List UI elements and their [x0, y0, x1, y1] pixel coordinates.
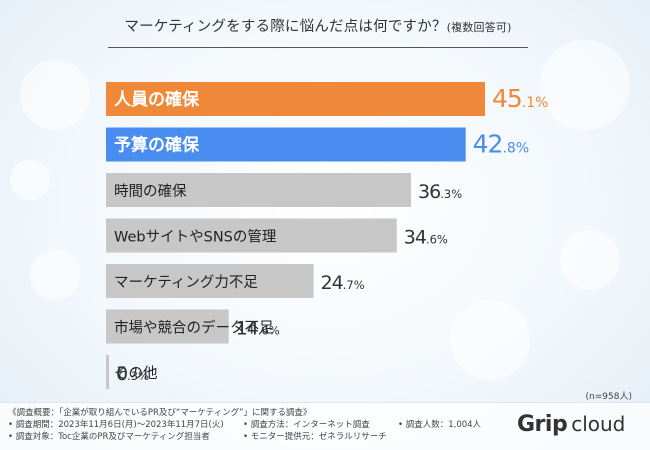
bar-4: [106, 264, 314, 298]
bar-0: [106, 82, 485, 116]
bar-label-2: 時間の確保: [114, 183, 187, 200]
grip-cloud-logo: Grip cloud: [517, 412, 625, 440]
bar-chart: 人員の確保 45.1%予算の確保 42.8%時間の確保 36.3%WebサイトやSNS…: [106, 82, 548, 389]
value-int-4: 24: [321, 272, 344, 294]
bar-1: [106, 127, 466, 162]
bar-label-1: 予算の確保: [114, 135, 200, 156]
value-int-5: 14: [236, 318, 259, 340]
chart-title-note: (複数回答可): [446, 21, 512, 34]
value-label-5: 14.6%: [236, 318, 280, 340]
value-int-6: 0: [116, 363, 127, 385]
value-label-1: 42.8%: [473, 130, 529, 159]
survey-overview: 《調査概要：「企業が取り組んでいるPR及び“マーケティング”」に関する調査》: [8, 408, 312, 418]
bar-label-5: 市場や競合のデータ不足: [114, 319, 274, 337]
value-label-3: 34.6%: [404, 227, 448, 249]
value-int-1: 42: [473, 130, 503, 159]
logo-brand: Grip: [517, 412, 568, 437]
bar-label-3: WebサイトやSNSの管理: [114, 229, 277, 246]
value-int-0: 45: [492, 84, 522, 113]
survey-monitor: • モニター提供元：ゼネラルリサーチ: [243, 432, 387, 442]
bar-label-4: マーケティング力不足: [114, 274, 258, 291]
bar-5: [106, 309, 229, 344]
chart-title: マーケティングをする際に悩んだ点は何ですか？(複数回答可): [108, 14, 528, 41]
sample-size-note: (n=958人): [585, 392, 632, 402]
logo-suffix: cloud: [571, 412, 626, 436]
survey-footer: 《調査概要：「企業が取り組んでいるPR及び“マーケティング”」に関する調査》 •…: [0, 402, 650, 450]
value-label-6: 0.3%: [116, 363, 149, 385]
value-int-2: 36: [418, 181, 440, 203]
value-label-2: 36.3%: [418, 181, 462, 203]
value-int-3: 34: [404, 227, 427, 249]
survey-method: • 調査方法：インターネット調査: [243, 420, 370, 430]
survey-count: • 調査人数：1,004人: [398, 420, 482, 430]
bar-2: [106, 173, 412, 207]
survey-target: • 調査対象：Toc企業のPR及びマーケティング担当者: [8, 432, 210, 442]
value-dec-1: .8%: [502, 141, 529, 157]
survey-period: • 調査期間：2023年11月6日(月)〜2023年11月7日(火): [8, 420, 224, 430]
value-dec-6: .3%: [127, 369, 149, 383]
bar-3: [106, 218, 397, 253]
value-dec-4: .7%: [343, 278, 365, 292]
chart-title-block: マーケティングをする際に悩んだ点は何ですか？(複数回答可): [108, 14, 528, 48]
bar-label-6: その他: [114, 365, 158, 382]
value-dec-2: .3%: [440, 187, 462, 201]
chart-title-text: マーケティングをする際に悩んだ点は何ですか？: [124, 19, 447, 35]
value-label-0: 45.1%: [492, 84, 548, 113]
value-dec-0: .1%: [522, 95, 549, 111]
bar-label-0: 人員の確保: [114, 89, 200, 110]
bar-6: [106, 355, 109, 389]
value-label-4: 24.7%: [321, 272, 365, 294]
value-dec-3: .6%: [426, 233, 448, 247]
title-underline: [108, 47, 528, 48]
value-dec-5: .6%: [258, 324, 280, 338]
